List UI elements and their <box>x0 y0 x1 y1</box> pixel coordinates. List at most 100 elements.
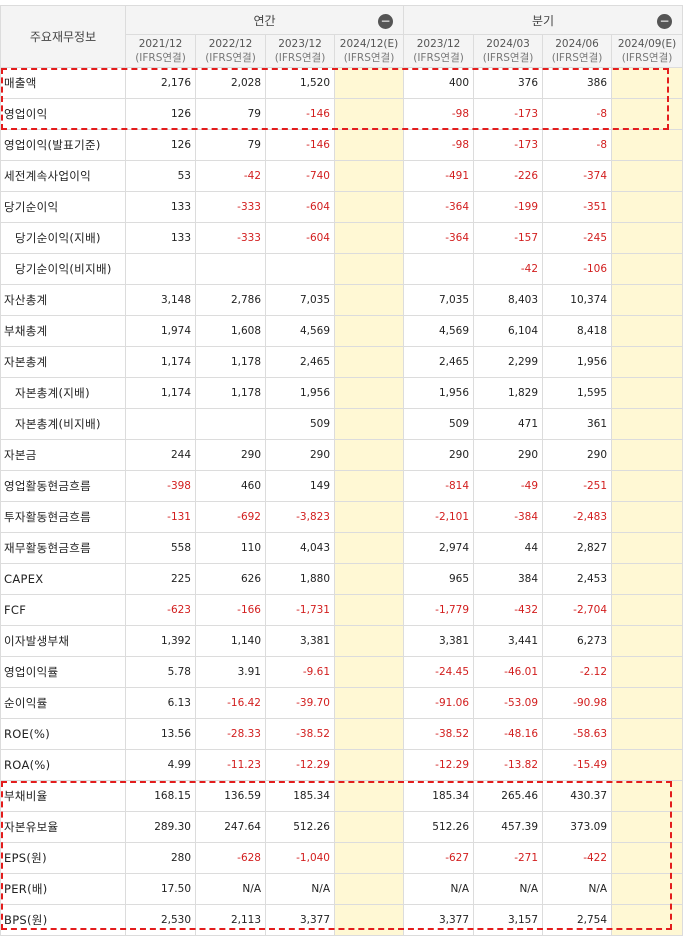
value-cell: -2.12 <box>542 656 613 688</box>
value-cell: 265.46 <box>473 780 544 812</box>
value-cell: 965 <box>403 563 475 595</box>
value-cell: 133 <box>125 191 196 223</box>
value-cell: -384 <box>473 501 544 533</box>
row-label: 영업이익률 <box>0 656 126 688</box>
value-cell: -9.61 <box>265 656 335 688</box>
value-cell: -39.70 <box>265 687 335 719</box>
value-cell: 280 <box>125 842 196 874</box>
value-cell <box>403 253 475 285</box>
table-row: ROA(%) 4.99 -11.23 -12.29 -12.29 -13.82 -15.49 <box>0 749 683 781</box>
row-label: 영업이익 <box>0 98 126 130</box>
value-cell <box>333 160 405 192</box>
value-cell: 2,465 <box>403 346 475 378</box>
value-cell <box>195 253 266 285</box>
period-header-4: 2023/12 (IFRS연결) <box>403 34 475 68</box>
collapse-quarter-icon[interactable]: − <box>657 14 673 29</box>
value-cell: -28.33 <box>195 718 266 750</box>
value-cell: 2,754 <box>542 904 613 936</box>
table-row: 재무활동현금흐름 558 110 4,043 2,974 44 2,827 <box>0 532 683 564</box>
table-row: 당기순이익 133 -333 -604 -364 -199 -351 <box>0 191 683 223</box>
value-cell: 1,956 <box>542 346 613 378</box>
row-label: 부채비율 <box>0 780 126 812</box>
value-cell: -374 <box>542 160 613 192</box>
table-row: 자본유보율 289.30 247.64 512.26 512.26 457.39 373.0… <box>0 811 683 843</box>
row-label: PER(배) <box>0 873 126 905</box>
value-cell: -199 <box>473 191 544 223</box>
table-row: 세전계속사업이익 53 -42 -740 -491 -226 -374 <box>0 160 683 192</box>
value-cell: 149 <box>265 470 335 502</box>
annual-label: 연간 <box>253 13 276 28</box>
value-cell <box>333 439 405 471</box>
value-cell <box>333 408 405 440</box>
value-cell: -604 <box>265 222 335 254</box>
table-row: 영업이익(발표기준) 126 79 -146 -98 -173 -8 <box>0 129 683 161</box>
row-label: 세전계속사업이익 <box>0 160 126 192</box>
row-label: 재무활동현금흐름 <box>0 532 126 564</box>
value-cell <box>611 222 683 254</box>
value-cell <box>611 594 683 626</box>
value-cell <box>611 284 683 316</box>
table-row: 이자발생부채 1,392 1,140 3,381 3,381 3,441 6,273 <box>0 625 683 657</box>
value-cell: -166 <box>195 594 266 626</box>
value-cell: -2,483 <box>542 501 613 533</box>
value-cell: 2,028 <box>195 67 266 99</box>
value-cell: -432 <box>473 594 544 626</box>
row-label: 투자활동현금흐름 <box>0 501 126 533</box>
value-cell: -106 <box>542 253 613 285</box>
value-cell: 471 <box>473 408 544 440</box>
value-cell <box>333 377 405 409</box>
period-basis: (IFRS연결) <box>274 52 326 64</box>
value-cell: -91.06 <box>403 687 475 719</box>
period-header-7: 2024/09(E) (IFRS연결) <box>611 34 683 68</box>
row-label: 당기순이익(지배) <box>0 222 126 254</box>
row-label: 자본유보율 <box>0 811 126 843</box>
row-label: 매출액 <box>0 67 126 99</box>
value-cell: 4,569 <box>403 315 475 347</box>
value-cell: -333 <box>195 191 266 223</box>
value-cell <box>611 191 683 223</box>
value-cell: 6,104 <box>473 315 544 347</box>
value-cell: -58.63 <box>542 718 613 750</box>
value-cell: 290 <box>195 439 266 471</box>
value-cell: -12.29 <box>265 749 335 781</box>
period-header-6: 2024/06 (IFRS연결) <box>542 34 613 68</box>
financial-summary-table: 주요재무정보 연간 − 분기 − 2021/12 (IFRS연결) 2022/12 (… <box>0 5 683 936</box>
period-date: 2024/12(E) <box>339 38 399 50</box>
value-cell: 110 <box>195 532 266 564</box>
value-cell <box>333 625 405 657</box>
value-cell: 509 <box>265 408 335 440</box>
value-cell: 1,178 <box>195 377 266 409</box>
value-cell: 2,786 <box>195 284 266 316</box>
row-label: FCF <box>0 594 126 626</box>
value-cell: 53 <box>125 160 196 192</box>
value-cell <box>333 315 405 347</box>
collapse-annual-icon[interactable]: − <box>378 14 394 29</box>
value-cell: 460 <box>195 470 266 502</box>
period-date: 2023/12 <box>278 38 322 50</box>
table-row: 매출액 2,176 2,028 1,520 400 376 386 <box>0 67 683 99</box>
table-row: 자본금 244 290 290 290 290 290 <box>0 439 683 471</box>
value-cell <box>611 904 683 936</box>
value-cell <box>333 687 405 719</box>
value-cell <box>611 656 683 688</box>
value-cell <box>611 315 683 347</box>
value-cell <box>611 625 683 657</box>
value-cell: -12.29 <box>403 749 475 781</box>
row-label: 영업이익(발표기준) <box>0 129 126 161</box>
period-header-5: 2024/03 (IFRS연결) <box>473 34 544 68</box>
value-cell: 512.26 <box>265 811 335 843</box>
value-cell <box>611 160 683 192</box>
value-cell: 133 <box>125 222 196 254</box>
value-cell: -226 <box>473 160 544 192</box>
value-cell: 4.99 <box>125 749 196 781</box>
period-header-2: 2023/12 (IFRS연결) <box>265 34 335 68</box>
value-cell <box>333 191 405 223</box>
value-cell: -146 <box>265 129 335 161</box>
table-row: BPS(원) 2,530 2,113 3,377 3,377 3,157 2,754 <box>0 904 683 936</box>
value-cell: -1,731 <box>265 594 335 626</box>
value-cell: 4,569 <box>265 315 335 347</box>
table-row: 부채비율 168.15 136.59 185.34 185.34 265.46 430.37 <box>0 780 683 812</box>
period-date: 2024/09(E) <box>617 38 677 50</box>
value-cell: -1,040 <box>265 842 335 874</box>
value-cell: 1,520 <box>265 67 335 99</box>
